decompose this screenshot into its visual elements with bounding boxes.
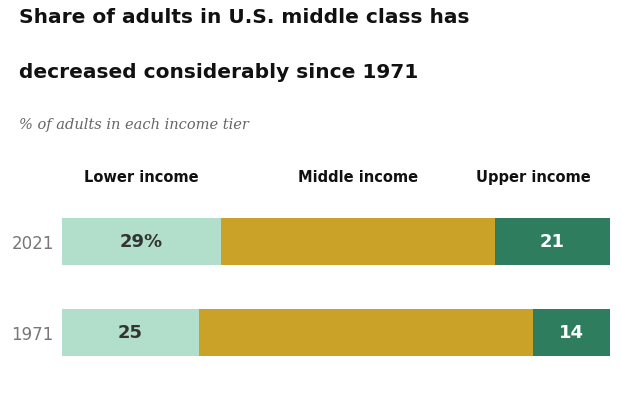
Bar [199, 309, 533, 357]
Text: Middle income: Middle income [298, 170, 418, 185]
Text: 21: 21 [540, 232, 565, 251]
Bar [62, 309, 199, 357]
Text: Share of adults in U.S. middle class has: Share of adults in U.S. middle class has [19, 8, 469, 27]
Text: % of adults in each income tier: % of adults in each income tier [19, 118, 249, 132]
Text: Lower income: Lower income [84, 170, 199, 185]
Text: 25: 25 [118, 324, 143, 342]
Text: 14: 14 [559, 324, 583, 342]
Text: 50: 50 [345, 232, 370, 251]
Bar [533, 309, 610, 357]
Text: decreased considerably since 1971: decreased considerably since 1971 [19, 63, 418, 82]
Text: Upper income: Upper income [476, 170, 590, 185]
Text: 61: 61 [353, 324, 378, 342]
Text: 29%: 29% [120, 232, 163, 251]
Bar [494, 218, 610, 265]
Bar [221, 218, 494, 265]
Bar [62, 218, 221, 265]
